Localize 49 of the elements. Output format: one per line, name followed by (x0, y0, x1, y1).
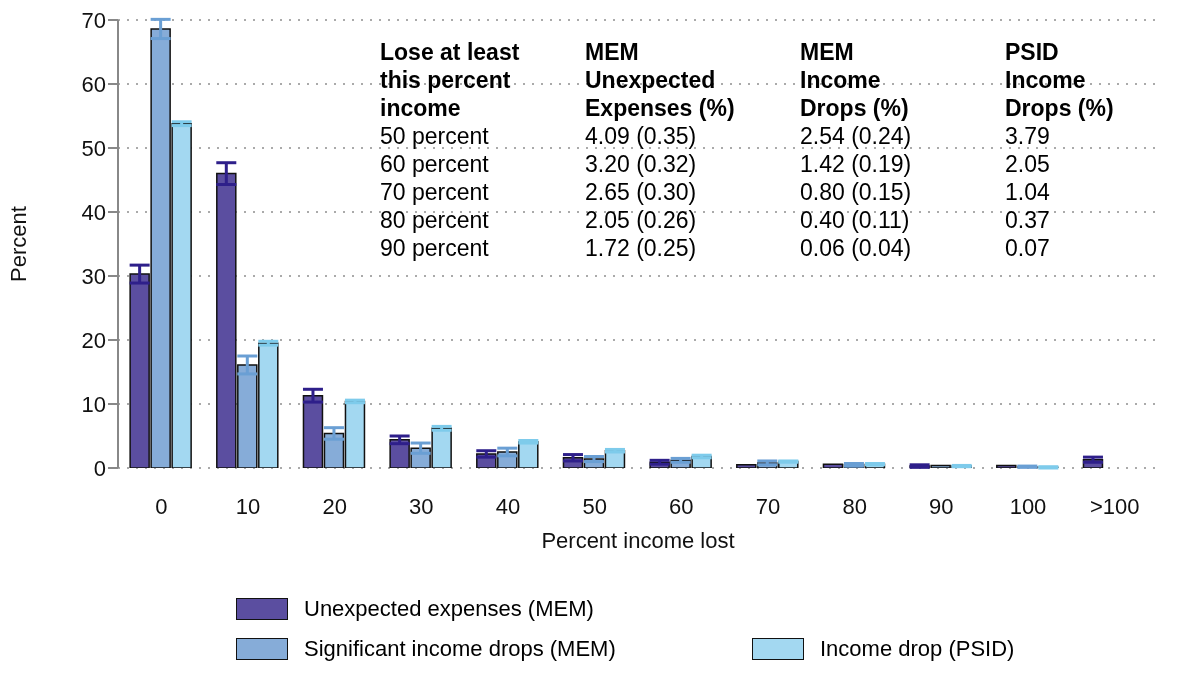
x-tick-label: 40 (495, 493, 521, 519)
annotation: 3.20 (0.32) (585, 150, 698, 178)
y-tick-label: 40 (81, 199, 106, 225)
x-tick-label: >100 (1089, 493, 1140, 519)
x-tick-label: 90 (929, 493, 954, 519)
y-tick-label: 0 (93, 455, 106, 481)
x-tick-label: 80 (842, 493, 867, 519)
y-axis-title: Percent (5, 206, 31, 282)
annotation: 0.07 (1005, 234, 1051, 262)
y-tick-label: 60 (81, 71, 106, 97)
annotation: 70 percent (380, 178, 490, 206)
annotation: PSID Income Drops (%) (1005, 38, 1115, 122)
legend-label: Unexpected expenses (MEM) (304, 596, 594, 622)
x-tick-label: 20 (322, 493, 347, 519)
annotation: 2.05 (0.26) (585, 206, 698, 234)
x-tick-label: 10 (235, 493, 261, 519)
x-axis-title: Percent income lost (541, 528, 735, 553)
annotation: 2.05 (1005, 150, 1051, 178)
annotation: 0.40 (0.11) (800, 206, 911, 234)
annotation: 2.54 (0.24) (800, 122, 913, 150)
annotation: MEM Income Drops (%) (800, 38, 910, 122)
x-tick-label: 0 (155, 493, 168, 519)
annotation: 1.72 (0.25) (585, 234, 698, 262)
annotation: MEM Unexpected Expenses (%) (585, 38, 736, 122)
y-tick-label: 10 (81, 391, 106, 417)
x-tick-label: 30 (409, 493, 434, 519)
annotation: 0.06 (0.04) (800, 234, 913, 262)
annotation: 1.04 (1005, 178, 1051, 206)
y-tick-label: 50 (81, 135, 106, 161)
x-tick-label: 70 (755, 493, 781, 519)
y-tick-label: 70 (81, 7, 106, 33)
legend-label: Significant income drops (MEM) (304, 636, 616, 662)
annotation: 3.79 (1005, 122, 1051, 150)
annotation: 1.42 (0.19) (800, 150, 913, 178)
x-tick-label: 60 (669, 493, 694, 519)
y-tick-label: 30 (81, 263, 106, 289)
y-tick-label: 20 (81, 327, 106, 353)
annotation: 90 percent (380, 234, 490, 262)
legend-label: Income drop (PSID) (820, 636, 1015, 662)
x-tick-label: 50 (582, 493, 607, 519)
annotation: 60 percent (380, 150, 490, 178)
annotation: Lose at least this percent income (380, 38, 521, 122)
annotation: 4.09 (0.35) (585, 122, 698, 150)
annotation: 2.65 (0.30) (585, 178, 698, 206)
annotation: 50 percent (380, 122, 490, 150)
x-tick-label: 100 (1009, 493, 1047, 519)
annotation: 0.37 (1005, 206, 1051, 234)
annotation: 80 percent (380, 206, 490, 234)
annotation: 0.80 (0.15) (800, 178, 913, 206)
